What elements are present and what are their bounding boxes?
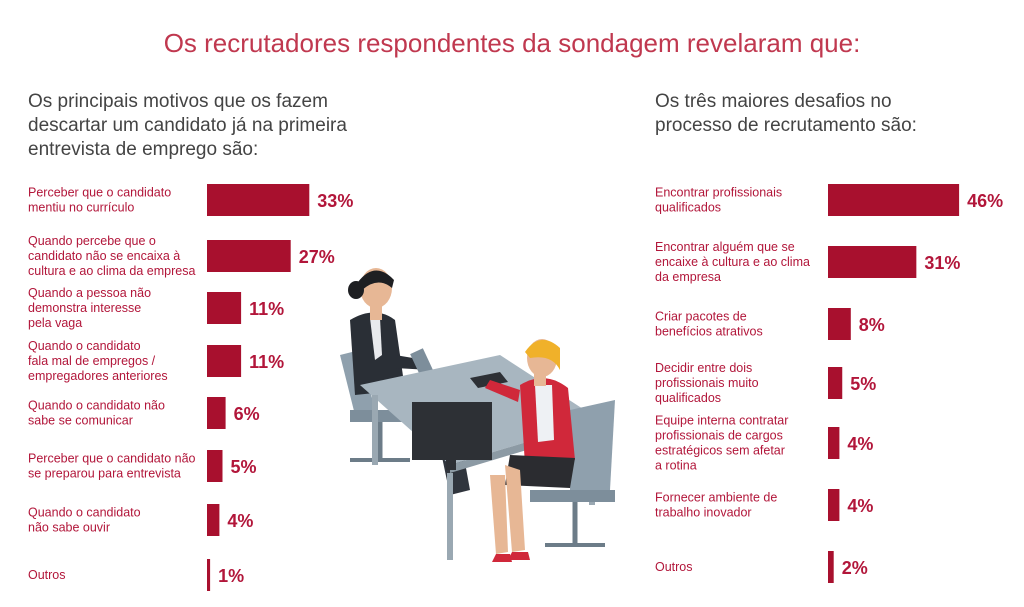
right-value-label: 2% [842, 558, 868, 578]
left-value-label: 11% [249, 299, 284, 319]
left-value-label: 5% [231, 457, 257, 477]
left-bar [207, 292, 242, 324]
right-subtitle-line: Os três maiores desafios no [655, 91, 892, 112]
left-category-label: Quando o candidato não sabe se comunicar [28, 399, 165, 428]
left-category-label: Perceber que o candidato não se preparou … [28, 452, 196, 481]
right-category-label: Encontrar profissionais qualificados [655, 186, 782, 215]
left-bar [207, 240, 291, 272]
left-bar [207, 345, 242, 377]
left-bar [207, 504, 220, 536]
left-value-label: 27% [299, 247, 335, 267]
right-category-label: Encontrar alguém que se encaixe à cultura… [655, 240, 810, 284]
left-category-label: Outros [28, 568, 66, 582]
right-value-label: 31% [924, 253, 960, 273]
left-subtitle-line: descartar um candidato já na primeira [28, 115, 347, 136]
right-bar [828, 246, 917, 278]
left-chart-subtitle: Os principais motivos que os fazem desca… [28, 90, 347, 162]
right-value-label: 4% [847, 434, 873, 454]
right-chart-subtitle: Os três maiores desafios no processo de … [655, 90, 917, 138]
left-subtitle-line: entrevista de emprego são: [28, 139, 259, 160]
right-value-label: 46% [967, 191, 1003, 211]
left-bar [207, 397, 226, 429]
left-category-label: Quando o candidato fala mal de empregos /… [28, 339, 168, 383]
left-category-label: Quando percebe que o candidato não se enc… [28, 234, 195, 278]
right-category-label: Outros [655, 560, 693, 574]
right-bar [828, 427, 840, 459]
left-bar [207, 184, 310, 216]
left-value-label: 4% [227, 511, 253, 531]
left-category-label: Perceber que o candidato mentiu no curríc… [28, 186, 171, 215]
left-bar [207, 450, 223, 482]
right-bar [828, 184, 960, 216]
left-value-label: 6% [234, 404, 260, 424]
right-category-label: Fornecer ambiente de trabalho inovador [655, 491, 777, 520]
right-bar [828, 367, 843, 399]
right-value-label: 5% [850, 374, 876, 394]
right-value-label: 8% [859, 315, 885, 335]
right-bar [828, 551, 834, 583]
left-bar [207, 559, 211, 591]
left-category-label: Quando a pessoa não demonstra interesse pe… [28, 286, 151, 330]
right-category-label: Decidir entre dois profissionais muito qua… [655, 361, 759, 405]
right-value-label: 4% [847, 496, 873, 516]
left-category-label: Quando o candidato não sabe ouvir [28, 506, 141, 535]
left-subtitle-line: Os principais motivos que os fazem [28, 91, 328, 112]
left-value-label: 33% [317, 191, 353, 211]
left-value-label: 11% [249, 352, 284, 372]
right-subtitle-line: processo de recrutamento são: [655, 115, 917, 136]
left-value-label: 1% [218, 566, 244, 586]
page-title: Os recrutadores respondentes da sondagem… [163, 28, 861, 58]
right-bar [828, 489, 840, 521]
right-bar [828, 308, 851, 340]
interview-illustration [340, 268, 615, 562]
right-category-label: Criar pacotes de benefícios atrativos [655, 310, 763, 339]
right-category-label: Equipe interna contratar profissionais de… [655, 414, 788, 473]
